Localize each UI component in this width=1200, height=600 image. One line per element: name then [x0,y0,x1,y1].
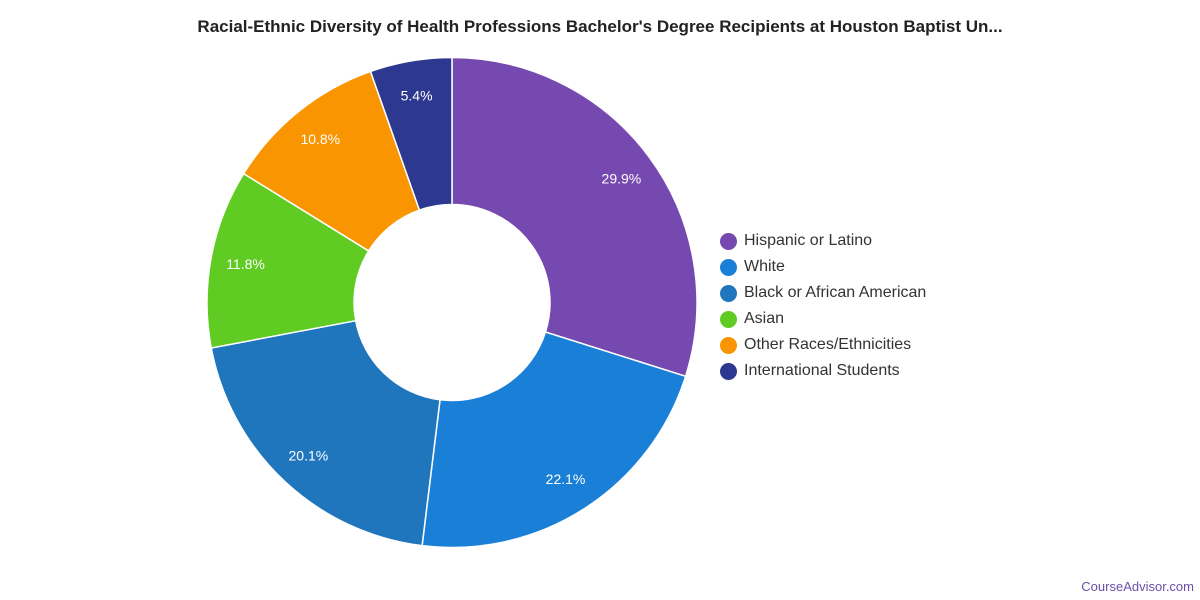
donut-slice [210,319,441,547]
donut-slice [369,56,453,212]
legend-label: Hispanic or Latino [744,232,873,249]
legend-swatch-icon [720,284,737,302]
donut-slice [421,331,687,549]
legend-item[interactable]: Hispanic or Latino [720,228,926,254]
legend-label: Asian [744,310,785,327]
legend-label: Black or African American [744,284,927,301]
legend-label: Other Races/Ethnicities [744,336,912,353]
legend: Hispanic or Latino White Black or African … [720,228,926,384]
slice-label: 20.1% [289,448,329,464]
legend-swatch-icon [720,336,737,354]
legend-label: International Students [744,362,900,379]
legend-label: White [744,258,785,275]
watermark-link[interactable]: CourseAdvisor.com [1081,579,1194,594]
slice-label: 29.9% [602,170,642,186]
slice-label: 10.8% [300,131,340,147]
legend-item[interactable]: Asian [720,306,926,332]
slice-label: 5.4% [401,88,433,104]
legend-swatch-icon [720,362,737,380]
donut-slice [451,56,698,378]
slice-label: 22.1% [546,471,586,487]
donut-slice [206,172,370,349]
legend-swatch-icon [720,310,737,328]
legend-swatch-icon [720,258,737,276]
slice-label: 11.8% [226,256,265,272]
legend-item[interactable]: Black or African American [720,280,926,306]
legend-item[interactable]: White [720,254,926,280]
chart-title: Racial-Ethnic Diversity of Health Profes… [197,17,1003,36]
legend-swatch-icon [720,232,737,250]
legend-item[interactable]: International Students [720,358,926,384]
legend-item[interactable]: Other Races/Ethnicities [720,332,926,358]
